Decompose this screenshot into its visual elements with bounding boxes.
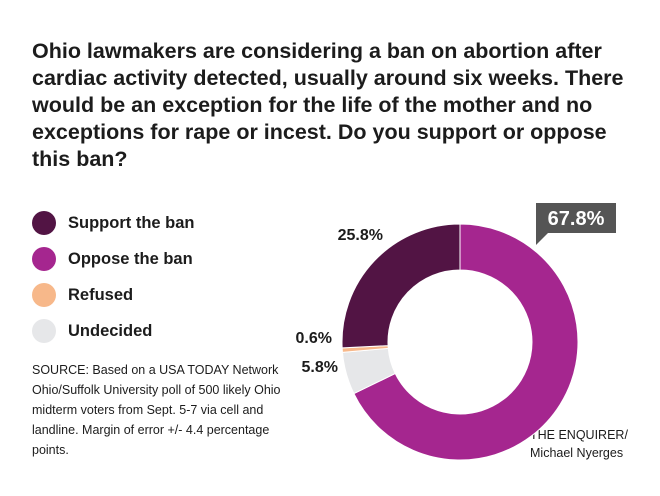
legend-item-refused: Refused [32, 277, 195, 313]
callout-pointer [536, 233, 548, 245]
legend-swatch-support [32, 211, 56, 235]
legend-label-support: Support the ban [68, 213, 195, 232]
callout-oppose-the-ban: 67.8% [536, 203, 616, 245]
credit-line-2: Michael Nyerges [530, 446, 624, 460]
data-label-refused: 0.6% [296, 330, 332, 347]
legend: Support the ban Oppose the ban Refused U… [32, 205, 195, 349]
slice-support-the-ban [341, 223, 461, 349]
callout-box [536, 203, 616, 233]
legend-item-support: Support the ban [32, 205, 195, 241]
legend-swatch-undecided [32, 319, 56, 343]
legend-label-undecided: Undecided [68, 321, 153, 340]
credit-line-1: THE ENQUIRER/ [530, 428, 628, 442]
slice-oppose-the-ban [353, 223, 579, 461]
data-label-support-the-ban: 25.8% [338, 227, 383, 244]
credit: THE ENQUIRER/ Michael Nyerges [530, 426, 640, 462]
chart-title: Ohio lawmakers are considering a ban on … [32, 39, 624, 171]
legend-swatch-oppose [32, 247, 56, 271]
legend-label-oppose: Oppose the ban [68, 249, 193, 268]
data-label-oppose-the-ban: 67.8% [548, 208, 605, 230]
data-label-undecided: 5.8% [302, 359, 338, 376]
legend-item-undecided: Undecided [32, 313, 195, 349]
source-note: SOURCE: Based on a USA TODAY Network Ohi… [32, 363, 281, 457]
legend-swatch-refused [32, 283, 56, 307]
legend-label-refused: Refused [68, 285, 134, 304]
legend-item-oppose: Oppose the ban [32, 241, 195, 277]
